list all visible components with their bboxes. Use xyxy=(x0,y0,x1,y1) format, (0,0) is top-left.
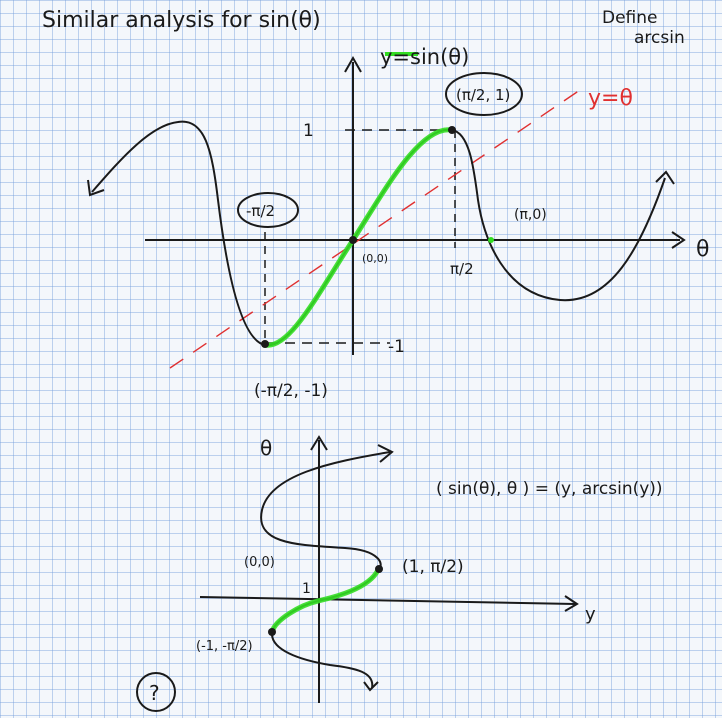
bottom-point-label: (-1, -π/2) xyxy=(196,639,253,654)
bottom-y-axis xyxy=(199,596,576,605)
tick-neg1-label: -1 xyxy=(388,337,405,357)
bottom-origin-label: (0,0) xyxy=(244,555,275,570)
question-circle xyxy=(136,672,176,712)
identity-label: y=θ xyxy=(588,86,633,111)
max-point xyxy=(448,126,456,134)
min-point-label: (-π/2, -1) xyxy=(254,381,328,401)
curve-left-arrow-icon xyxy=(87,179,105,197)
neg-pi2-circle xyxy=(237,192,299,228)
bottom-graph: θ y 1 (0,0) (1, π/2) (-1, -π/2) ( sin(θ)… xyxy=(136,435,663,712)
bottom-point xyxy=(268,628,276,636)
top-y-arrow-icon xyxy=(344,55,362,73)
inverse-top-arrow-icon xyxy=(377,444,394,463)
curve-right-arrow-icon xyxy=(655,170,675,185)
curve-label: y=sin(θ) xyxy=(380,45,469,69)
bottom-theta-arrow-icon xyxy=(310,435,328,451)
tick-pi2-label: π/2 xyxy=(450,260,474,278)
tick-1-label: 1 xyxy=(303,121,314,141)
inverse-curve xyxy=(260,451,391,689)
pi-point-label: (π,0) xyxy=(514,207,547,223)
neg-pi2-label: -π/2 xyxy=(246,202,275,220)
theta-axis-label: θ xyxy=(696,237,709,262)
inverse-bottom-arrow-icon xyxy=(363,681,379,692)
top-point xyxy=(375,565,383,573)
bottom-y-arrow-icon xyxy=(564,595,579,612)
pi-point-mark xyxy=(488,237,494,243)
min-point xyxy=(261,340,269,348)
bottom-tick-1: 1 xyxy=(302,581,311,597)
relation-text: ( sin(θ), θ ) = (y, arcsin(y)) xyxy=(436,479,663,499)
restricted-branch xyxy=(262,127,455,348)
sine-curve xyxy=(91,120,666,347)
page-title: Similar analysis for sin(θ) xyxy=(42,8,321,33)
top-x-arrow-icon xyxy=(671,231,686,249)
question-mark: ? xyxy=(149,681,160,705)
top-graph: y=sin(θ) y=θ θ 1 -1 π/2 (0,0) (π/2, 1) -… xyxy=(87,45,709,401)
top-point-label: (1, π/2) xyxy=(402,557,464,577)
max-point-label: (π/2, 1) xyxy=(456,86,510,104)
note-arcsin: arcsin xyxy=(634,28,685,48)
max-point-circle xyxy=(445,72,523,116)
origin-point xyxy=(349,236,357,244)
arcsin-branch xyxy=(269,567,381,635)
bottom-theta-label: θ xyxy=(260,436,272,460)
identity-line xyxy=(169,89,581,369)
bottom-y-label: y xyxy=(585,604,596,625)
origin-label: (0,0) xyxy=(362,252,388,265)
note-define: Define xyxy=(602,8,658,28)
